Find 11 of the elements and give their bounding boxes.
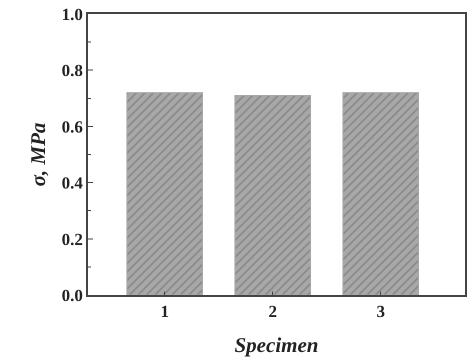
x-tick-label: 3 <box>376 302 385 322</box>
x-tick-label: 2 <box>268 302 277 322</box>
y-tick-label: 0.6 <box>62 117 83 136</box>
y-axis-title: σ, MPa <box>26 122 50 186</box>
y-tick-label: 0.4 <box>62 174 84 193</box>
y-tick-label: 0.0 <box>62 286 83 305</box>
y-tick-label: 0.2 <box>62 230 83 249</box>
y-tick-label: 1.0 <box>62 4 83 24</box>
x-axis-title: Specimen <box>234 333 318 357</box>
y-tick-label: 0.8 <box>62 61 83 80</box>
x-tick-label: 1 <box>160 302 169 322</box>
